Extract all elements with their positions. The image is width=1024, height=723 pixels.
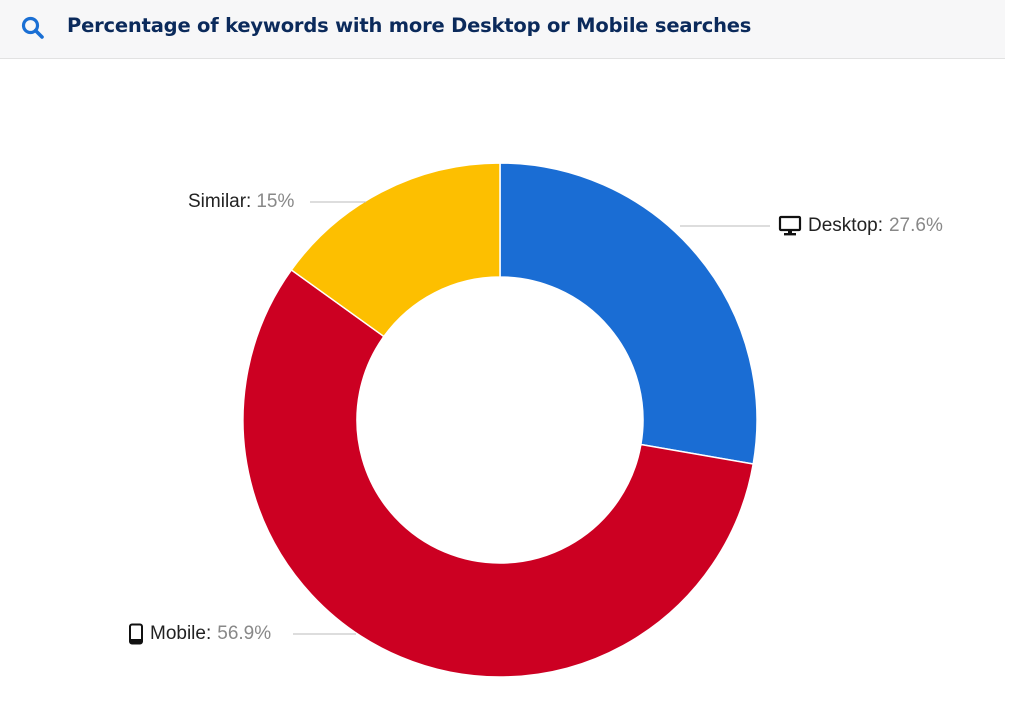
- desktop-icon: [778, 215, 802, 236]
- slice-value: 56.9%: [217, 623, 272, 644]
- mobile-icon: [129, 623, 143, 645]
- slice-label-mobile: Mobile: 56.9%: [128, 623, 271, 645]
- chart-header: Percentage of keywords with more Desktop…: [0, 0, 1005, 59]
- slice-name: Similar:: [188, 191, 252, 212]
- slice-desktop[interactable]: [499, 162, 758, 465]
- chart-title: Percentage of keywords with more Desktop…: [67, 14, 752, 37]
- slice-label-similar: Similar: 15%: [188, 191, 294, 213]
- slice-value: 27.6%: [888, 215, 943, 236]
- slice-name: Mobile:: [150, 623, 212, 644]
- slice-value: 15%: [256, 191, 295, 212]
- search-icon: [21, 16, 44, 39]
- slice-label-desktop: Desktop: 27.6%: [778, 215, 943, 237]
- slice-mobile[interactable]: [242, 268, 755, 678]
- slice-name: Desktop:: [808, 215, 883, 236]
- slice-similar[interactable]: [290, 162, 501, 338]
